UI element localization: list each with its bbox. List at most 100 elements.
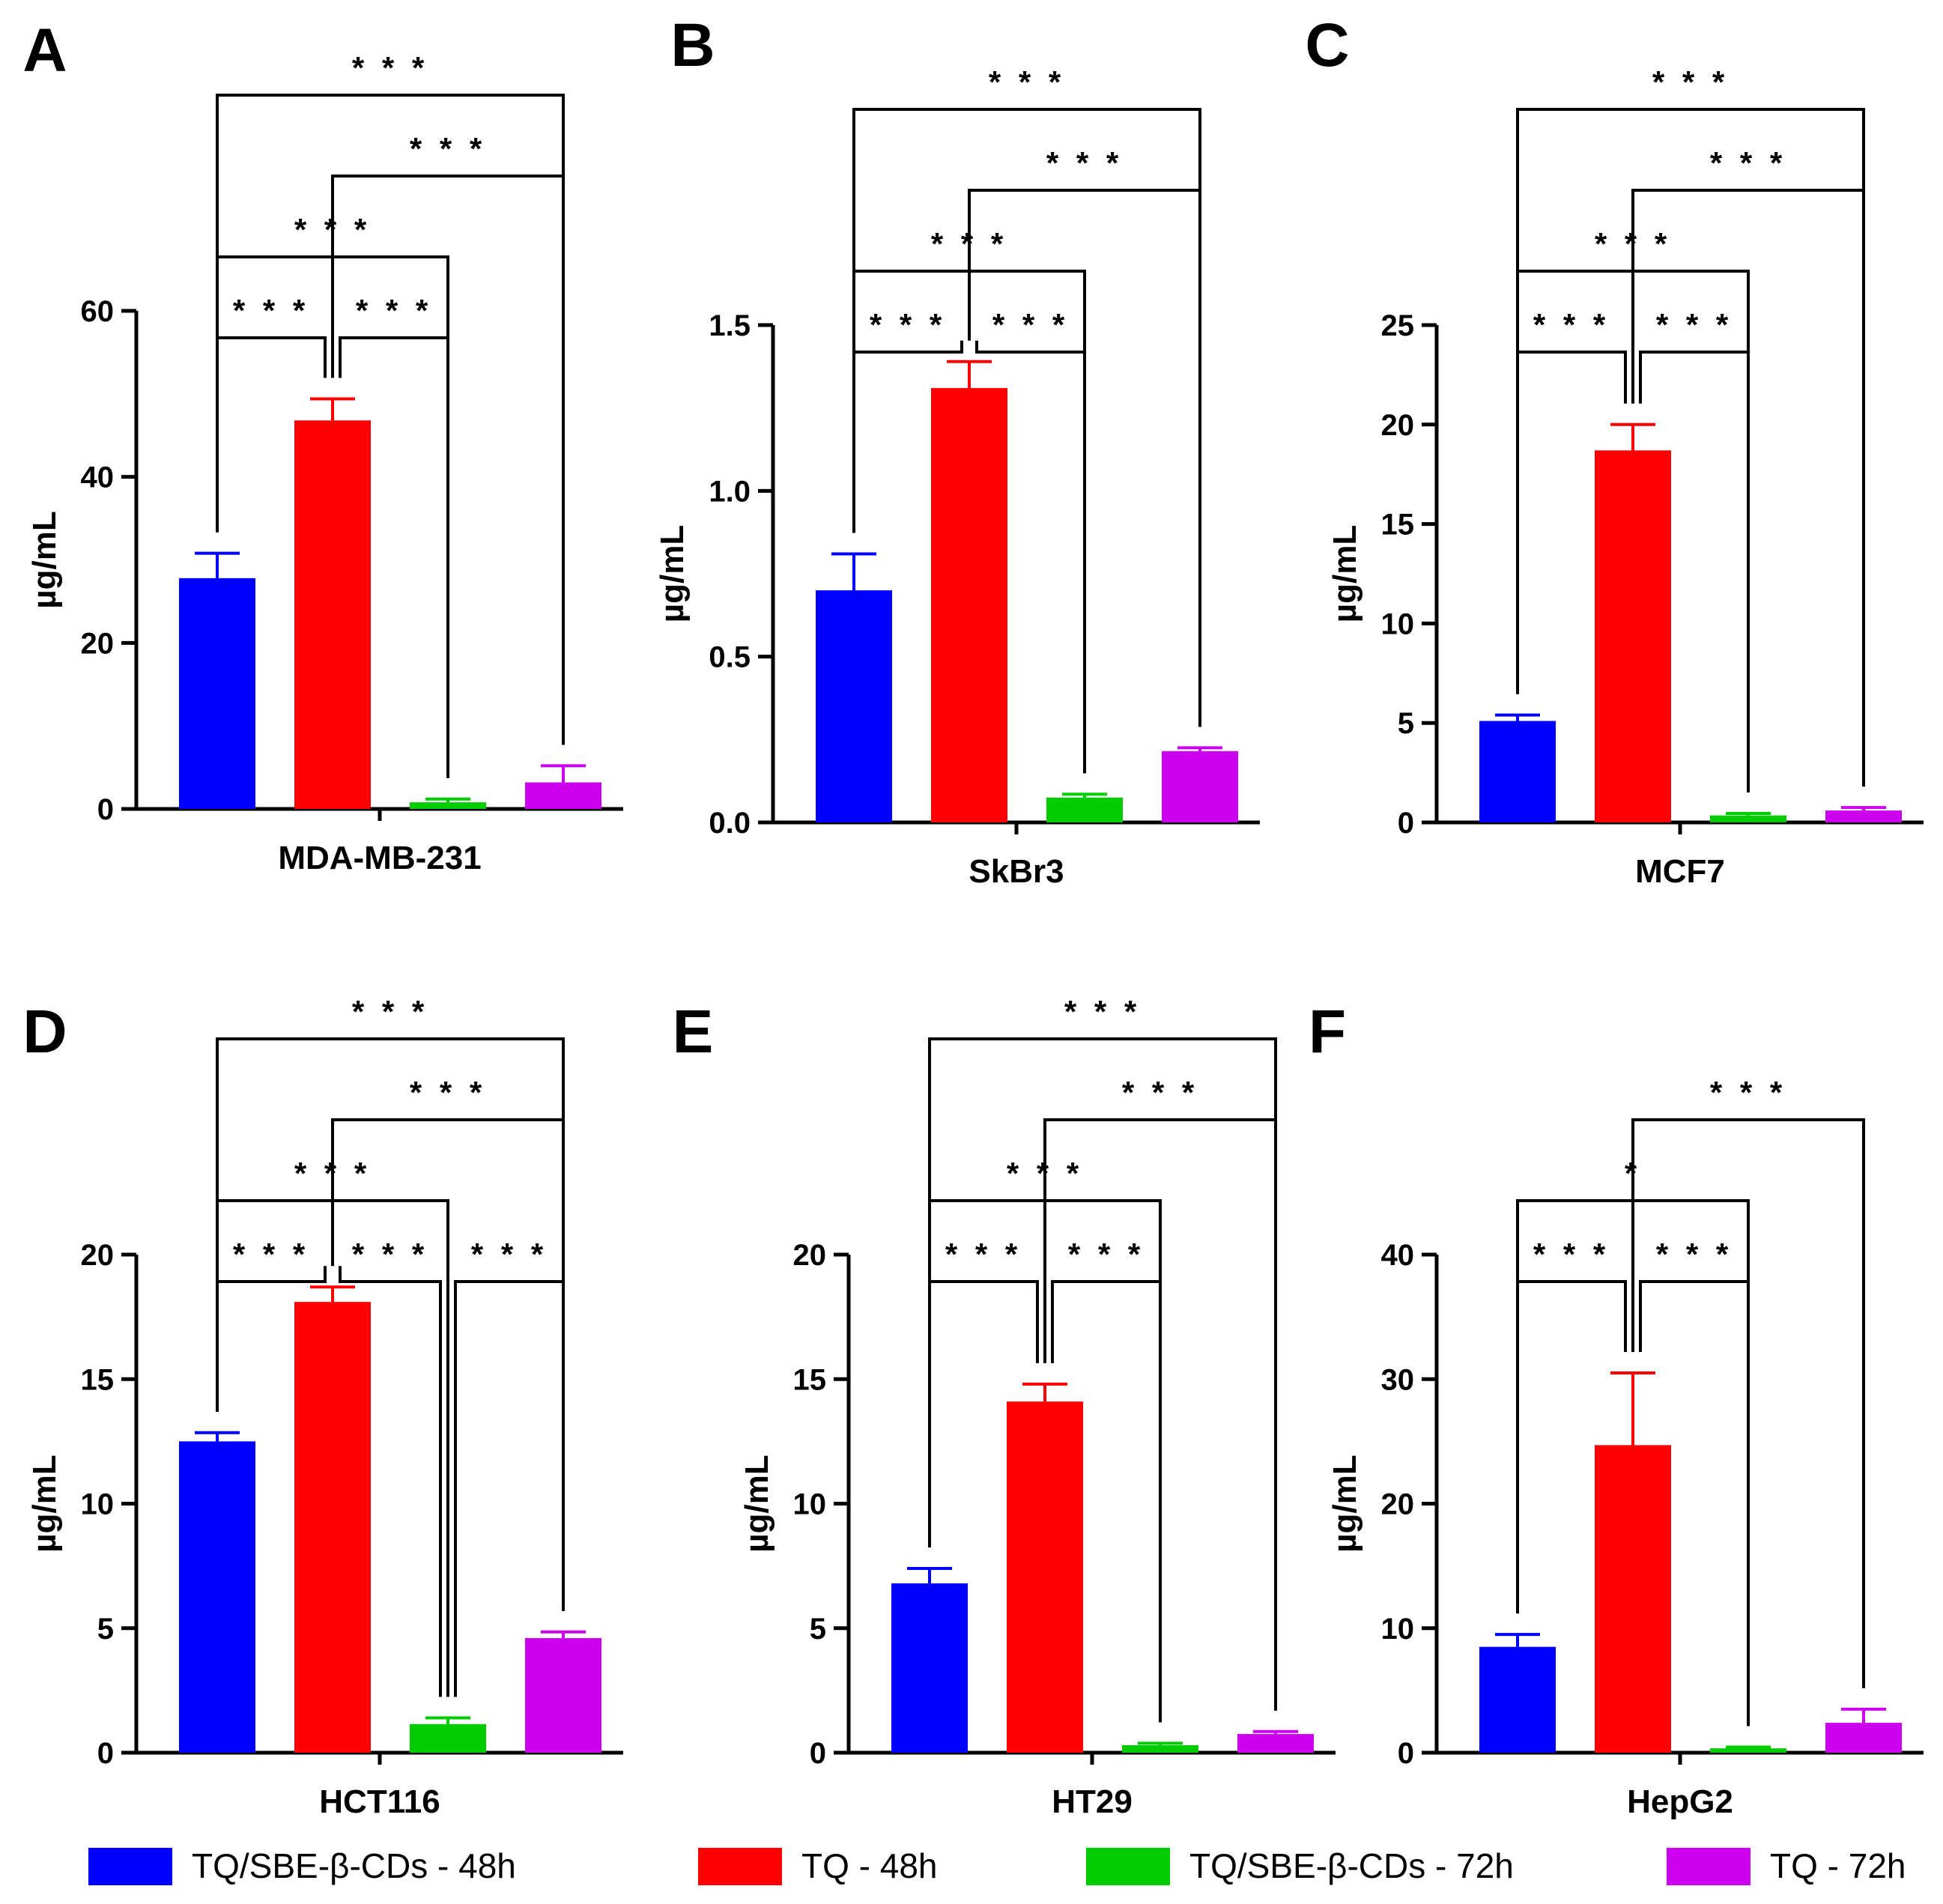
significance-label: * * * [1533, 1237, 1610, 1272]
significance-label: * * * [1652, 64, 1729, 100]
y-tick-label: 15 [1381, 509, 1415, 542]
y-tick-label: 1.0 [709, 475, 751, 508]
bar [931, 388, 1007, 822]
significance-label: * * * [989, 64, 1065, 100]
significance-label: * * * [1656, 1237, 1733, 1272]
bar [816, 590, 892, 822]
panel-letter: E [673, 998, 714, 1066]
significance-bracket [216, 94, 565, 745]
panel-c: C 0 5 10 15 20 25 µg/mL MCF7 * * * * * * * * * * * *… [1305, 11, 1924, 890]
bar [891, 1583, 968, 1753]
y-tick-label: 10 [1381, 607, 1415, 640]
panel-a: A 0 20 40 60 µg/mL MDA-MB-231 * * * * * * * * * * … [22, 16, 623, 876]
bar [525, 782, 601, 809]
significance-label: * * * [352, 50, 428, 85]
significance-label: * * * [870, 307, 946, 342]
legend-label: TQ - 48h [801, 1846, 938, 1885]
legend-label: TQ - 72h [1770, 1846, 1906, 1885]
x-axis-title: HepG2 [1627, 1783, 1733, 1820]
y-tick-label: 0 [1398, 1737, 1414, 1770]
significance-label: * * * [992, 307, 1069, 342]
legend-swatch [698, 1848, 782, 1885]
bar [1479, 1646, 1556, 1753]
y-tick-label: 5 [97, 1613, 114, 1646]
significance-label: * * * [233, 293, 309, 328]
bar [179, 577, 255, 809]
bar [1479, 721, 1556, 822]
significance-label: * * * [356, 293, 432, 328]
bar [179, 1441, 255, 1753]
y-tick-label: 40 [1381, 1239, 1415, 1272]
y-tick-label: 15 [81, 1363, 115, 1396]
x-axis-title: MCF7 [1635, 853, 1725, 890]
significance-label: * * * [1533, 307, 1610, 342]
significance-label: * * * [1122, 1075, 1198, 1110]
legend-label: TQ/SBE-β-CDs - 48h [192, 1846, 516, 1885]
significance-label: * * * [1656, 307, 1733, 342]
significance-bracket [928, 1037, 1277, 1711]
bar [410, 802, 486, 809]
y-tick-label: 10 [1381, 1613, 1415, 1646]
legend-swatch [1667, 1848, 1750, 1885]
significance-label: * * * [294, 212, 371, 247]
legend-swatch [1086, 1848, 1170, 1885]
significance-bracket [454, 1280, 565, 1697]
y-axis-title: µg/mL [26, 1455, 63, 1552]
y-tick-label: 0 [810, 1737, 826, 1770]
bar [1162, 751, 1238, 822]
bar [1825, 810, 1902, 822]
y-axis-title: µg/mL [739, 1455, 775, 1552]
y-tick-label: 0 [97, 1737, 114, 1770]
y-tick-label: 20 [1381, 409, 1415, 442]
significance-bracket [216, 1037, 565, 1611]
bar [1710, 815, 1786, 822]
significance-label: * * * [1046, 145, 1123, 181]
bar [1825, 1723, 1902, 1753]
x-axis-title: HT29 [1052, 1783, 1133, 1820]
y-tick-label: 10 [793, 1488, 827, 1521]
significance-label: * * * [931, 226, 1007, 261]
legend: TQ/SBE-β-CDs - 48h TQ - 48h TQ/SBE-β-CDs -… [88, 1846, 1906, 1885]
y-axis-title: µg/mL [1327, 1455, 1363, 1552]
significance-bracket [852, 108, 1201, 727]
bar [1595, 450, 1671, 822]
significance-label: * * * [1710, 1075, 1786, 1110]
bar [1237, 1734, 1314, 1753]
legend-swatch [88, 1848, 172, 1885]
x-axis-title: HCT116 [319, 1783, 440, 1820]
significance-label: * * * [1595, 226, 1671, 261]
panel-letter: B [670, 11, 715, 79]
y-tick-label: 20 [1381, 1488, 1415, 1521]
y-tick-label: 0.0 [709, 807, 751, 840]
y-tick-label: 25 [1381, 309, 1415, 342]
significance-bracket [1631, 1118, 1865, 1688]
y-tick-label: 20 [81, 1239, 115, 1272]
y-axis-title: µg/mL [654, 525, 691, 622]
significance-label: * * * [1710, 145, 1786, 181]
panel-letter: C [1305, 11, 1349, 79]
panel-letter: F [1309, 998, 1346, 1066]
significance-bracket [339, 1266, 442, 1697]
panel-b: B 0.0 0.5 1.0 1.5 µg/mL SkBr3 * * * * * * * * * * … [654, 11, 1260, 890]
significance-label: * * * [410, 1075, 486, 1110]
y-tick-label: 60 [81, 295, 115, 328]
significance-label: * * * [1064, 994, 1141, 1029]
bar [1710, 1748, 1786, 1753]
y-axis-title: µg/mL [26, 511, 63, 608]
y-tick-label: 10 [81, 1488, 115, 1521]
bar [525, 1638, 601, 1753]
panel-letter: A [22, 16, 67, 85]
y-tick-label: 20 [793, 1239, 827, 1272]
x-axis-title: SkBr3 [969, 853, 1064, 890]
y-tick-label: 40 [81, 461, 115, 494]
bar [1122, 1745, 1198, 1753]
panel-e: E 0 5 10 15 20 µg/mL HT29 * * * * * * * * * * * * * … [673, 994, 1336, 1820]
y-tick-label: 30 [1381, 1363, 1415, 1396]
y-tick-label: 0 [97, 793, 114, 826]
y-tick-label: 15 [793, 1363, 827, 1396]
bar [1007, 1401, 1083, 1753]
y-tick-label: 1.5 [709, 309, 751, 342]
significance-label: * * * [1068, 1237, 1145, 1272]
